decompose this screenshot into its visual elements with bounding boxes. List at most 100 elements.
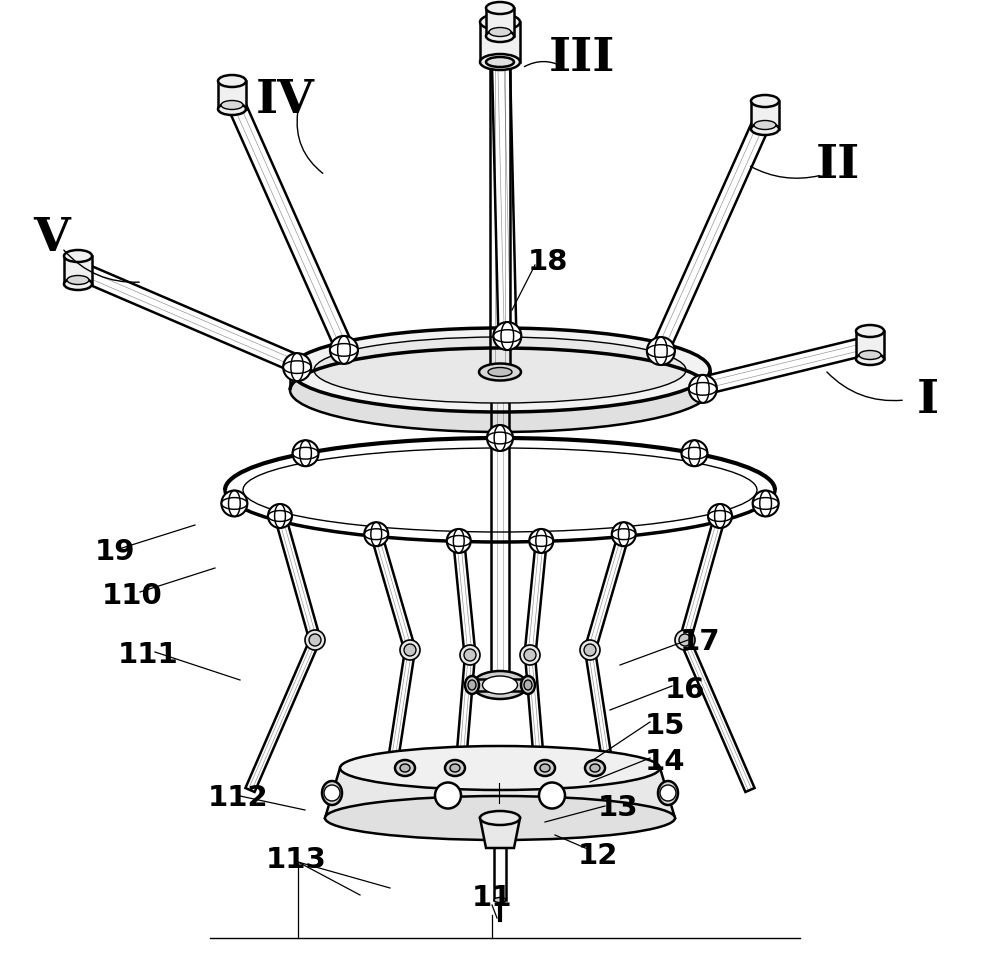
- Ellipse shape: [473, 671, 528, 699]
- Ellipse shape: [290, 328, 710, 412]
- Polygon shape: [455, 655, 475, 775]
- Text: V: V: [34, 215, 70, 261]
- Ellipse shape: [675, 630, 695, 650]
- Polygon shape: [680, 638, 755, 792]
- Polygon shape: [585, 533, 629, 652]
- Ellipse shape: [465, 676, 479, 694]
- Ellipse shape: [67, 276, 89, 284]
- Polygon shape: [371, 533, 415, 652]
- Polygon shape: [480, 818, 520, 848]
- Ellipse shape: [486, 57, 514, 67]
- Ellipse shape: [400, 764, 410, 772]
- Text: 15: 15: [645, 712, 685, 740]
- Ellipse shape: [493, 322, 521, 350]
- Polygon shape: [653, 111, 773, 351]
- Polygon shape: [856, 331, 884, 359]
- Text: 16: 16: [665, 676, 705, 704]
- Polygon shape: [525, 541, 547, 656]
- Text: 18: 18: [528, 248, 568, 276]
- Polygon shape: [245, 638, 320, 792]
- Ellipse shape: [309, 634, 321, 646]
- Ellipse shape: [524, 680, 532, 690]
- Ellipse shape: [480, 14, 520, 30]
- Ellipse shape: [268, 504, 292, 528]
- Ellipse shape: [218, 103, 246, 115]
- Polygon shape: [290, 370, 710, 390]
- Text: 19: 19: [95, 538, 135, 566]
- Text: 111: 111: [118, 641, 178, 669]
- Polygon shape: [491, 22, 516, 333]
- Polygon shape: [224, 91, 352, 350]
- Ellipse shape: [404, 644, 416, 656]
- Ellipse shape: [64, 250, 92, 262]
- Ellipse shape: [751, 95, 779, 107]
- Ellipse shape: [540, 764, 550, 772]
- Polygon shape: [701, 336, 872, 394]
- Ellipse shape: [856, 353, 884, 365]
- Ellipse shape: [754, 121, 776, 129]
- Ellipse shape: [468, 680, 476, 690]
- Ellipse shape: [293, 440, 319, 466]
- Ellipse shape: [305, 630, 325, 650]
- Ellipse shape: [482, 676, 518, 694]
- Ellipse shape: [658, 781, 678, 805]
- Ellipse shape: [447, 529, 471, 553]
- Polygon shape: [585, 649, 615, 781]
- Polygon shape: [385, 649, 415, 781]
- Ellipse shape: [486, 30, 514, 42]
- Ellipse shape: [590, 764, 600, 772]
- Polygon shape: [64, 256, 92, 284]
- Text: IV: IV: [256, 77, 314, 123]
- Ellipse shape: [479, 364, 521, 381]
- Polygon shape: [480, 22, 520, 62]
- Polygon shape: [74, 261, 301, 372]
- Ellipse shape: [494, 898, 506, 902]
- Circle shape: [660, 785, 676, 801]
- Polygon shape: [275, 515, 320, 641]
- Ellipse shape: [520, 645, 540, 665]
- Text: 11: 11: [472, 884, 512, 912]
- Polygon shape: [525, 655, 545, 775]
- Ellipse shape: [612, 523, 636, 546]
- Ellipse shape: [460, 645, 480, 665]
- Ellipse shape: [856, 325, 884, 337]
- Ellipse shape: [524, 649, 536, 661]
- Ellipse shape: [529, 529, 553, 553]
- Ellipse shape: [580, 640, 600, 660]
- Text: 112: 112: [208, 784, 268, 812]
- Text: 113: 113: [266, 846, 326, 874]
- Ellipse shape: [489, 28, 511, 36]
- Ellipse shape: [753, 490, 779, 517]
- Ellipse shape: [464, 649, 476, 661]
- Ellipse shape: [283, 353, 311, 381]
- Ellipse shape: [535, 760, 555, 776]
- Ellipse shape: [584, 644, 596, 656]
- Text: 17: 17: [680, 628, 720, 656]
- Ellipse shape: [679, 634, 691, 646]
- Ellipse shape: [364, 523, 388, 546]
- Ellipse shape: [322, 781, 342, 805]
- Ellipse shape: [488, 367, 512, 376]
- Ellipse shape: [487, 425, 513, 451]
- Text: 110: 110: [102, 582, 162, 610]
- Ellipse shape: [314, 337, 686, 403]
- Ellipse shape: [290, 348, 710, 432]
- Ellipse shape: [647, 337, 675, 365]
- Polygon shape: [218, 81, 246, 109]
- Polygon shape: [453, 541, 475, 656]
- Ellipse shape: [340, 746, 660, 790]
- Ellipse shape: [330, 336, 358, 364]
- Ellipse shape: [585, 760, 605, 776]
- Circle shape: [435, 783, 461, 809]
- Polygon shape: [486, 8, 514, 36]
- Polygon shape: [751, 101, 779, 129]
- Ellipse shape: [325, 796, 675, 840]
- Ellipse shape: [450, 764, 460, 772]
- Ellipse shape: [395, 760, 415, 776]
- Circle shape: [539, 783, 565, 809]
- Ellipse shape: [751, 123, 779, 135]
- Ellipse shape: [486, 2, 514, 14]
- Text: II: II: [816, 142, 860, 188]
- Ellipse shape: [859, 350, 881, 360]
- Ellipse shape: [681, 440, 707, 466]
